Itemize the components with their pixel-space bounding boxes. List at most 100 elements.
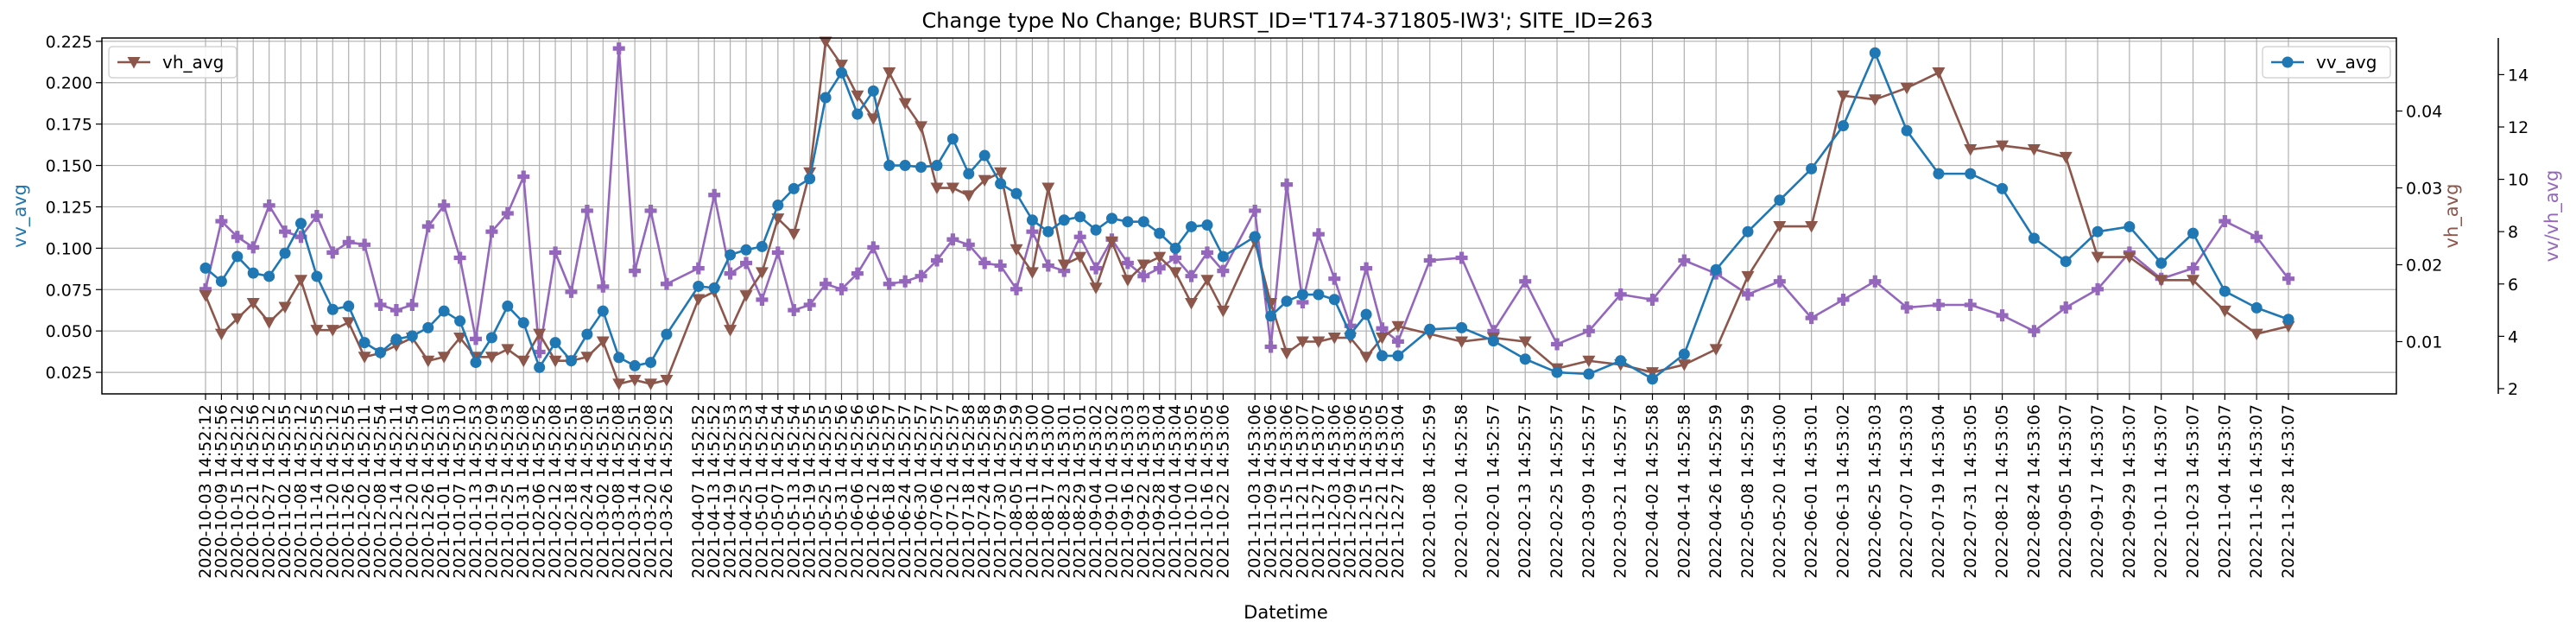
data-point — [930, 254, 943, 267]
y-axis-vh: 0.01 0.02 0.03 0.04 — [2396, 103, 2442, 352]
data-point — [1996, 140, 2010, 153]
legend-marker — [2282, 56, 2294, 68]
data-point — [2250, 301, 2263, 314]
data-point — [661, 328, 673, 340]
data-point — [406, 299, 419, 311]
data-point — [343, 300, 355, 312]
data-point — [342, 236, 355, 249]
data-point — [724, 267, 737, 280]
data-point — [851, 90, 864, 103]
data-point — [358, 238, 371, 251]
x-tick-label: 2021-01-07 14:52:10 — [451, 404, 470, 579]
series-layer — [199, 36, 2295, 390]
data-point — [2187, 262, 2199, 275]
x-tick-label: 2022-10-11 14:53:07 — [2152, 404, 2171, 579]
data-point — [708, 282, 720, 294]
x-tick-label: 2021-02-24 14:52:08 — [578, 404, 597, 579]
data-point — [1996, 309, 2009, 322]
data-point — [2123, 220, 2136, 232]
y-tick-label-vv: 0.075 — [46, 281, 92, 300]
data-point — [1424, 323, 1436, 335]
x-tick-label: 2021-03-26 14:52:52 — [657, 404, 676, 579]
x-tick-label: 2022-06-01 14:53:01 — [1802, 404, 1821, 579]
x-tick-label: 2021-11-09 14:53:06 — [1262, 404, 1281, 579]
data-point — [851, 108, 864, 120]
data-point — [2091, 251, 2104, 264]
data-point — [470, 357, 482, 369]
data-point — [533, 328, 547, 341]
data-point — [1105, 212, 1117, 225]
data-point — [915, 269, 927, 282]
data-point — [1647, 373, 1659, 385]
data-point — [1104, 236, 1118, 249]
data-point — [199, 282, 212, 295]
x-tick-label: 2021-10-10 14:53:05 — [1182, 404, 1201, 579]
y-axis-vv: 0.025 0.050 0.075 0.100 0.125 0.150 0.175 0.200… — [46, 33, 102, 383]
x-tick-label: 2020-10-09 14:52:56 — [212, 404, 231, 579]
data-point — [311, 270, 323, 282]
y-tick-label-vv: 0.025 — [46, 364, 92, 383]
series-line — [204, 41, 2289, 385]
data-point — [978, 257, 991, 269]
data-point — [962, 190, 976, 202]
data-point — [1168, 267, 1182, 279]
x-tick-label: 2021-01-31 14:52:08 — [514, 404, 533, 579]
data-point — [1122, 216, 1134, 228]
data-point — [1582, 355, 1596, 368]
data-point — [2092, 225, 2104, 238]
data-point — [533, 346, 546, 358]
data-point — [1964, 144, 1978, 156]
data-point — [1709, 344, 1723, 356]
data-point — [867, 85, 879, 97]
chart-title: Change type No Change; BURST_ID='T174-37… — [922, 9, 1654, 33]
x-tick-label: 2021-10-04 14:53:04 — [1166, 404, 1185, 579]
x-tick-label: 2021-09-10 14:53:02 — [1102, 404, 1121, 579]
data-point — [1089, 282, 1103, 295]
data-point — [820, 92, 832, 104]
data-point — [2218, 305, 2231, 318]
x-tick-label: 2021-11-21 14:53:07 — [1293, 404, 1312, 579]
data-point — [915, 121, 928, 133]
x-tick-label: 2021-02-12 14:52:08 — [546, 404, 565, 579]
x-tick-label: 2020-11-26 14:52:55 — [339, 404, 358, 579]
x-tick-label: 2021-12-21 14:53:05 — [1373, 404, 1392, 579]
x-axis-label: Datetime — [1244, 602, 1328, 623]
data-point — [1837, 293, 1850, 306]
data-point — [215, 276, 227, 288]
data-point — [740, 257, 753, 269]
data-point — [835, 67, 847, 79]
data-point — [2092, 282, 2104, 295]
data-point — [358, 337, 370, 349]
data-point — [995, 178, 1007, 190]
y-tick-label-vv: 0.050 — [46, 322, 92, 341]
x-tick-label: 2021-09-16 14:53:03 — [1118, 404, 1137, 579]
x-tick-label: 2022-03-09 14:52:57 — [1579, 404, 1598, 579]
x-tick-label: 2022-04-02 14:52:58 — [1643, 404, 1662, 579]
data-point — [612, 42, 625, 55]
data-point — [1869, 47, 1881, 59]
data-point — [534, 361, 546, 373]
data-point — [1249, 231, 1261, 243]
y-tick-label-vh: 0.04 — [2406, 103, 2442, 122]
data-point — [1376, 333, 1389, 345]
x-tick-label: 2022-03-21 14:52:57 — [1611, 404, 1630, 579]
x-tick-label: 2021-01-25 14:52:53 — [498, 404, 517, 579]
data-point — [1519, 275, 1532, 288]
y-axis-ratio-label: vv/vh_avg — [2541, 170, 2563, 263]
data-point — [199, 262, 212, 274]
x-tick-label: 2022-05-08 14:52:59 — [1738, 404, 1757, 579]
data-point — [725, 249, 737, 261]
x-tick-label: 2021-06-06 14:52:56 — [848, 404, 867, 579]
data-point — [756, 240, 768, 252]
data-point — [548, 355, 562, 368]
x-tick-label: 2020-12-14 14:52:11 — [387, 404, 406, 579]
data-point — [1264, 340, 1277, 353]
data-point — [2187, 275, 2200, 287]
data-point — [485, 225, 498, 238]
data-point — [389, 304, 402, 317]
data-point — [613, 352, 625, 364]
data-point — [1312, 336, 1326, 348]
data-point — [1201, 219, 1213, 231]
data-point — [374, 299, 387, 311]
x-tick-label: 2021-09-04 14:53:02 — [1086, 404, 1105, 579]
